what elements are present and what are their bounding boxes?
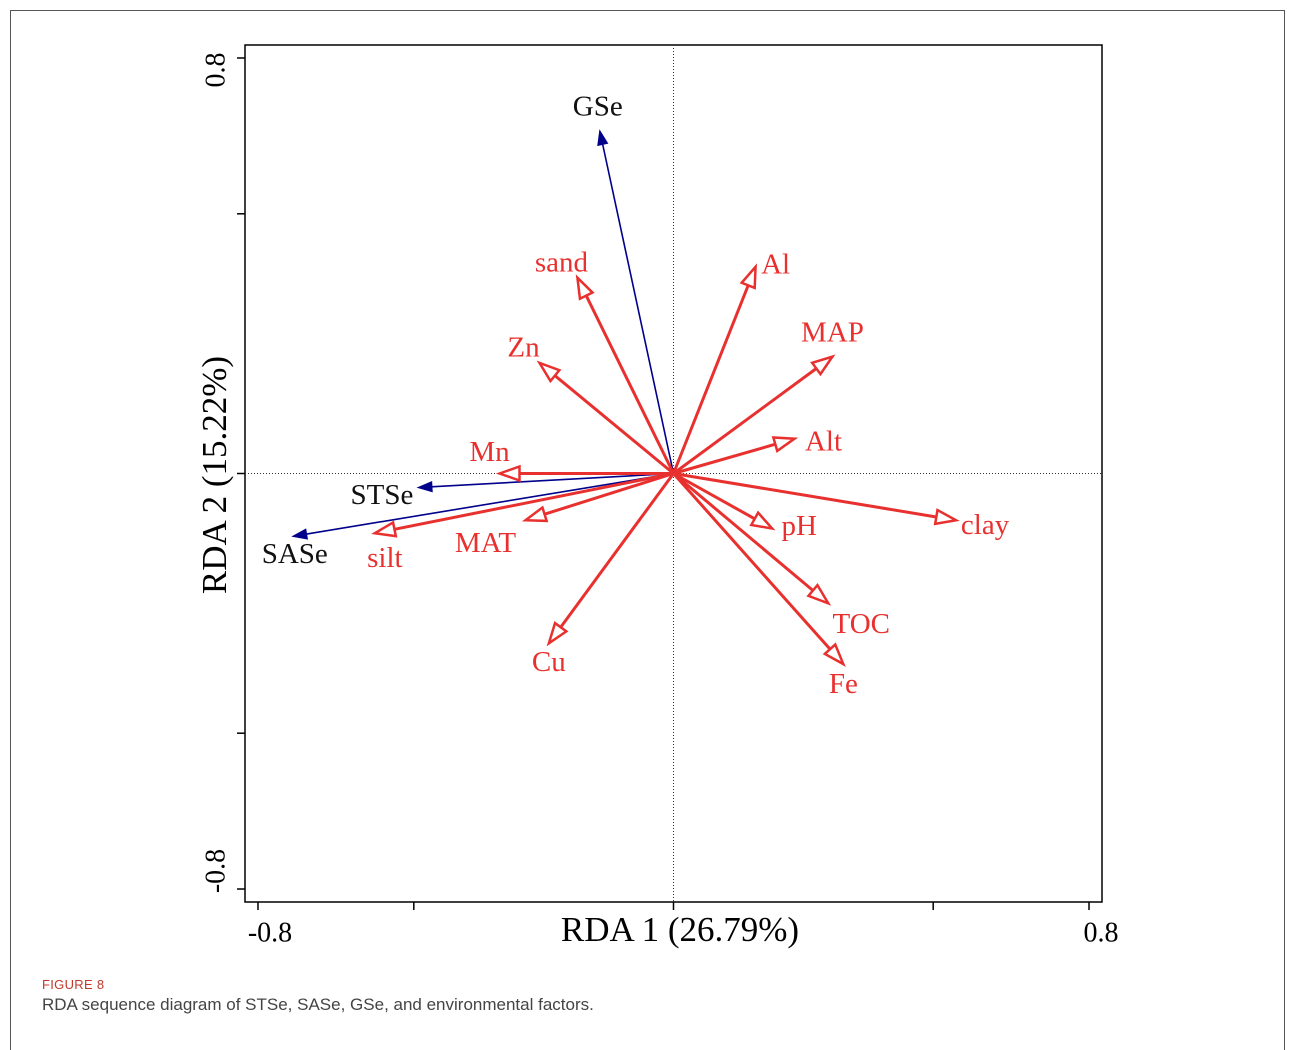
vector-label: sand bbox=[535, 246, 589, 278]
vector-label: MAT bbox=[455, 527, 517, 559]
arrow-shaft bbox=[599, 134, 675, 474]
vector-label: Mn bbox=[469, 436, 510, 468]
arrow-shaft bbox=[672, 367, 818, 475]
arrow-shaft bbox=[672, 472, 832, 651]
vector-label: pH bbox=[781, 510, 817, 542]
vector-label: silt bbox=[367, 542, 402, 574]
arrow-shaft bbox=[544, 472, 674, 516]
vector-label: TOC bbox=[833, 608, 890, 640]
arrowhead bbox=[822, 642, 846, 667]
y-tick-label: 0.8 bbox=[200, 52, 231, 87]
arrow-shaft bbox=[296, 472, 674, 537]
arrowhead bbox=[291, 528, 309, 540]
arrowhead bbox=[933, 508, 960, 526]
arrow-shaft bbox=[672, 472, 814, 592]
vector-label: SASe bbox=[262, 538, 328, 570]
vector-label: GSe bbox=[573, 90, 623, 122]
y-axis-label: RDA 2 (15.22%) bbox=[195, 356, 234, 594]
arrowhead bbox=[749, 510, 776, 531]
vector-label: Zn bbox=[507, 332, 540, 364]
vector-label: Fe bbox=[829, 668, 858, 700]
arrowhead bbox=[575, 274, 595, 301]
arrowhead bbox=[739, 263, 757, 290]
vector-label: clay bbox=[961, 509, 1010, 541]
arrowhead bbox=[597, 129, 609, 147]
arrow-shaft bbox=[672, 284, 750, 475]
vector-label: Al bbox=[761, 248, 790, 280]
x-axis-label: RDA 1 (26.79%) bbox=[561, 910, 799, 949]
arrowhead bbox=[416, 481, 433, 493]
arrowhead bbox=[806, 582, 832, 606]
arrow-shaft bbox=[559, 472, 675, 629]
y-tick-label: -0.8 bbox=[200, 849, 231, 893]
figure-frame bbox=[10, 10, 1285, 1050]
vector-label: MAP bbox=[801, 316, 864, 348]
arrowhead bbox=[536, 360, 562, 384]
caption-label: FIGURE 8 bbox=[42, 977, 105, 992]
arrow-shaft bbox=[673, 442, 776, 475]
caption-text: RDA sequence diagram of STSe, SASe, GSe,… bbox=[42, 995, 594, 1014]
vector-label: Alt bbox=[805, 425, 842, 457]
arrow-shaft bbox=[553, 374, 675, 475]
arrowhead bbox=[521, 505, 549, 523]
arrowhead bbox=[495, 464, 521, 483]
x-tick-label: -0.8 bbox=[248, 917, 292, 948]
arrow-shaft bbox=[672, 472, 756, 521]
arrowhead bbox=[771, 436, 799, 453]
arrow-shaft bbox=[673, 472, 937, 519]
x-tick-label: 0.8 bbox=[1084, 917, 1119, 948]
vector-label: Cu bbox=[532, 646, 566, 678]
arrowhead bbox=[810, 354, 836, 377]
arrowhead bbox=[546, 621, 569, 647]
arrow-shaft bbox=[584, 294, 675, 475]
vector-label: STSe bbox=[351, 479, 414, 511]
arrow-shaft bbox=[394, 472, 674, 531]
chart: RDA 1 (26.79%) RDA 2 (15.22%) -0.8 0.8 -0.… bbox=[195, 44, 1119, 949]
arrowhead bbox=[371, 520, 398, 538]
arrow-shaft bbox=[421, 472, 674, 489]
